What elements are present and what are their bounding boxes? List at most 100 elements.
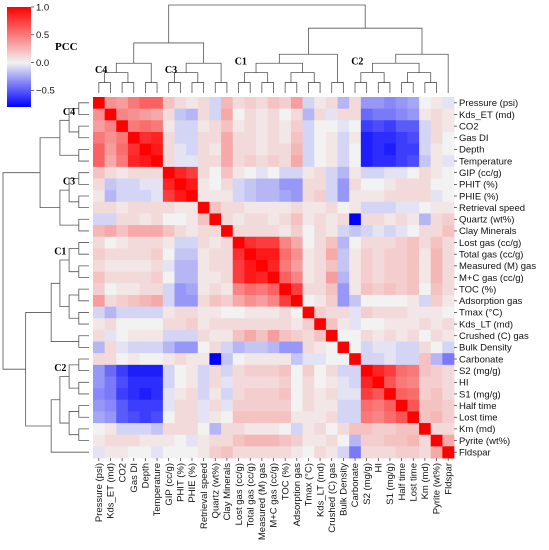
heatmap-cell xyxy=(116,236,129,249)
heatmap-cell xyxy=(197,434,210,447)
heatmap-cell xyxy=(419,411,432,424)
heatmap-cell xyxy=(221,190,234,203)
heatmap-cell xyxy=(395,155,408,168)
column-tick-label: Km (md) xyxy=(420,463,431,499)
column-tick-label: TOC (%) xyxy=(280,463,291,500)
heatmap-cell xyxy=(93,341,106,354)
row-tick-label: Pyrite (wt%) xyxy=(459,436,510,447)
heatmap-cell xyxy=(256,364,269,377)
heatmap-cell xyxy=(116,318,129,331)
heatmap-cell xyxy=(407,108,420,121)
heatmap-cell xyxy=(162,376,175,389)
heatmap-cell xyxy=(221,120,234,133)
heatmap-cell xyxy=(186,236,199,249)
heatmap-cell xyxy=(174,271,187,284)
cluster-label-left: C4 xyxy=(63,107,75,118)
heatmap-cell xyxy=(360,318,373,331)
heatmap-cell xyxy=(221,399,234,412)
heatmap-cell xyxy=(209,283,222,296)
heatmap-cell xyxy=(349,329,362,342)
heatmap-cell xyxy=(104,329,117,342)
heatmap-cell xyxy=(407,213,420,226)
heatmap-cell xyxy=(232,155,245,168)
heatmap-cell xyxy=(407,411,420,424)
heatmap-cell xyxy=(325,166,338,179)
heatmap-cell xyxy=(290,294,304,308)
heatmap-cell xyxy=(104,283,117,296)
heatmap-cell xyxy=(162,271,175,284)
heatmap-cell xyxy=(372,318,385,331)
heatmap-cell xyxy=(232,225,245,238)
heatmap-cell xyxy=(209,306,222,319)
heatmap-cell xyxy=(256,143,269,156)
heatmap-cell xyxy=(244,225,257,238)
heatmap-cell xyxy=(325,423,338,436)
heatmap-cell xyxy=(395,283,408,296)
heatmap-cell xyxy=(256,434,269,447)
heatmap-cell xyxy=(360,423,373,436)
heatmap-cell xyxy=(407,166,420,179)
heatmap-cell xyxy=(244,97,257,110)
heatmap-cell xyxy=(104,271,117,284)
heatmap-cell xyxy=(244,364,257,377)
heatmap-cell xyxy=(372,341,385,354)
heatmap-cell xyxy=(232,178,245,191)
heatmap-cell xyxy=(174,318,187,331)
heatmap-cell xyxy=(93,201,106,214)
heatmap-cell xyxy=(93,166,106,179)
heatmap-cell xyxy=(232,166,245,179)
heatmap-cell xyxy=(104,388,117,401)
heatmap-cell xyxy=(174,120,187,133)
heatmap-cell xyxy=(232,271,245,284)
heatmap-cell xyxy=(314,190,327,203)
column-tick-labels: Pressure (psi) Kds_ET (md) CO2 Gas DI Depth T… xyxy=(94,458,454,540)
heatmap-cell xyxy=(162,411,175,424)
dendrogram-link xyxy=(104,72,129,83)
heatmap-cell xyxy=(162,213,175,226)
heatmap-cell xyxy=(244,178,257,191)
heatmap-cell xyxy=(162,155,175,168)
heatmap-cell xyxy=(93,388,106,401)
heatmap-cell xyxy=(279,376,292,389)
heatmap-cell xyxy=(104,353,117,366)
dendrogram-link xyxy=(168,4,366,43)
heatmap-cell xyxy=(232,353,245,366)
heatmap-cell xyxy=(325,236,338,249)
heatmap-cell xyxy=(244,306,257,319)
heatmap-cell xyxy=(197,388,210,401)
heatmap-cell xyxy=(325,399,338,412)
heatmap-cell xyxy=(232,399,245,412)
heatmap-cell xyxy=(93,306,106,319)
heatmap-cell xyxy=(325,120,338,133)
heatmap-cell xyxy=(407,120,420,133)
heatmap-cell xyxy=(395,364,408,377)
heatmap-cell xyxy=(384,260,397,273)
column-tick-label: Lost gas (cc/g) xyxy=(234,463,245,525)
heatmap-cell xyxy=(442,446,455,459)
heatmap-cell xyxy=(127,131,140,144)
heatmap-cell xyxy=(244,388,257,401)
heatmap-cell xyxy=(384,131,397,144)
heatmap-cell xyxy=(221,318,234,331)
dendrogram-link xyxy=(407,72,432,83)
row-tick-label: PHIT (%) xyxy=(459,180,498,191)
heatmap-cell xyxy=(337,108,350,121)
heatmap-cell xyxy=(442,434,455,447)
heatmap-cell xyxy=(197,190,210,203)
heatmap-cell xyxy=(442,388,455,401)
heatmap-cell xyxy=(442,166,455,179)
heatmap-cell xyxy=(419,271,432,284)
heatmap-cell xyxy=(174,376,187,389)
heatmap-cell xyxy=(162,329,175,342)
heatmap-cell xyxy=(151,388,164,401)
heatmap-cell xyxy=(209,271,222,284)
heatmap-cell xyxy=(395,341,408,354)
heatmap-cell xyxy=(372,376,385,389)
heatmap-cell xyxy=(139,271,152,284)
heatmap-cell xyxy=(349,423,362,436)
heatmap-cell xyxy=(302,248,315,261)
heatmap-cell xyxy=(232,143,245,156)
row-tick-label: Lost time xyxy=(459,413,498,424)
heatmap-cell xyxy=(360,271,373,284)
heatmap-cell xyxy=(127,411,140,424)
